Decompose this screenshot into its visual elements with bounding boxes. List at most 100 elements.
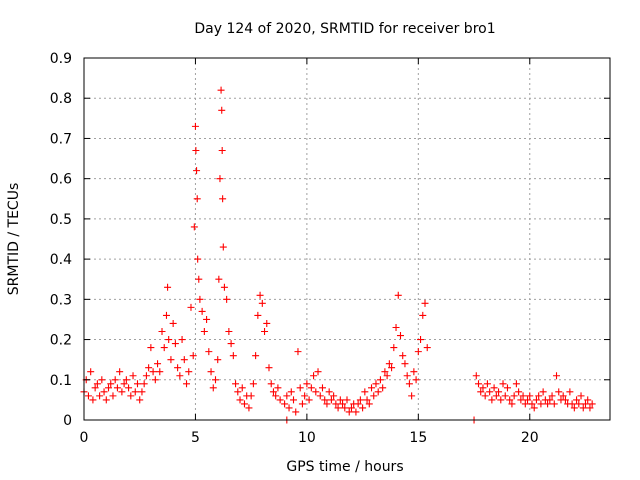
data-point bbox=[272, 392, 280, 400]
data-point bbox=[109, 392, 117, 400]
data-point bbox=[158, 328, 166, 336]
data-point bbox=[164, 283, 172, 291]
data-point bbox=[339, 400, 347, 408]
chart-grid bbox=[84, 58, 610, 420]
data-point bbox=[510, 392, 518, 400]
data-point bbox=[539, 388, 547, 396]
data-point bbox=[136, 396, 144, 404]
data-point bbox=[472, 372, 480, 380]
y-tick-label: 0.4 bbox=[50, 252, 72, 268]
data-point bbox=[588, 400, 596, 408]
data-point bbox=[354, 400, 362, 408]
data-point bbox=[225, 328, 233, 336]
data-point bbox=[190, 223, 198, 231]
data-point bbox=[89, 396, 97, 404]
data-point bbox=[561, 396, 569, 404]
data-point bbox=[312, 388, 320, 396]
data-point bbox=[530, 404, 538, 412]
data-point bbox=[120, 380, 128, 388]
x-axis-label: GPS time / hours bbox=[286, 459, 403, 475]
data-point bbox=[160, 344, 168, 352]
data-point bbox=[341, 404, 349, 412]
data-point bbox=[479, 384, 487, 392]
y-tick-label: 0.2 bbox=[50, 333, 72, 349]
data-point bbox=[495, 388, 503, 396]
data-point bbox=[401, 360, 409, 368]
data-point bbox=[546, 396, 554, 404]
data-point bbox=[116, 368, 124, 376]
data-point bbox=[392, 323, 400, 331]
data-point bbox=[198, 307, 206, 315]
data-point bbox=[303, 380, 311, 388]
data-point bbox=[524, 396, 532, 404]
data-point bbox=[149, 368, 157, 376]
data-point bbox=[296, 384, 304, 392]
y-tick-label: 0.5 bbox=[50, 212, 72, 228]
data-point bbox=[405, 380, 413, 388]
data-point bbox=[517, 396, 525, 404]
data-point bbox=[187, 303, 195, 311]
data-point bbox=[133, 380, 141, 388]
data-point bbox=[212, 376, 219, 384]
data-point bbox=[356, 396, 364, 404]
y-axis-label: SRMTID / TECUs bbox=[6, 183, 22, 296]
data-point bbox=[537, 400, 545, 408]
data-point bbox=[372, 380, 380, 388]
data-point bbox=[192, 147, 200, 155]
data-point bbox=[220, 283, 228, 291]
data-point bbox=[203, 315, 211, 323]
data-point bbox=[167, 356, 175, 364]
data-point bbox=[535, 392, 543, 400]
data-point bbox=[205, 348, 213, 356]
data-point bbox=[396, 332, 404, 340]
data-point bbox=[316, 392, 324, 400]
data-point bbox=[421, 299, 429, 307]
data-point bbox=[98, 376, 106, 384]
data-point bbox=[573, 396, 581, 404]
data-point bbox=[87, 368, 95, 376]
data-point bbox=[301, 392, 309, 400]
x-tick-label: 0 bbox=[80, 430, 89, 446]
data-point bbox=[586, 404, 594, 412]
data-point bbox=[376, 376, 384, 384]
data-point bbox=[385, 360, 393, 368]
data-point bbox=[497, 396, 505, 404]
data-points bbox=[80, 86, 596, 424]
data-point bbox=[218, 106, 226, 114]
data-point bbox=[359, 404, 367, 412]
data-point bbox=[548, 392, 556, 400]
data-point bbox=[185, 368, 193, 376]
data-point bbox=[84, 392, 92, 400]
data-point bbox=[419, 311, 427, 319]
data-point bbox=[475, 380, 482, 388]
data-point bbox=[486, 388, 494, 396]
x-tick-label: 20 bbox=[521, 430, 539, 446]
data-point bbox=[381, 368, 389, 376]
data-point bbox=[254, 311, 262, 319]
data-point bbox=[490, 384, 498, 392]
data-point bbox=[265, 364, 273, 372]
data-point bbox=[129, 372, 137, 380]
data-point bbox=[323, 400, 331, 408]
data-point bbox=[245, 404, 253, 412]
data-point bbox=[519, 392, 527, 400]
data-point bbox=[417, 336, 425, 344]
data-point bbox=[165, 336, 173, 344]
data-point bbox=[334, 404, 342, 412]
data-point bbox=[575, 400, 583, 408]
data-point bbox=[102, 396, 110, 404]
data-point bbox=[281, 400, 289, 408]
data-point bbox=[138, 388, 146, 396]
data-point bbox=[195, 275, 203, 283]
x-tick-label: 15 bbox=[409, 430, 427, 446]
data-point bbox=[477, 388, 485, 396]
x-tick-label: 5 bbox=[191, 430, 200, 446]
data-point bbox=[581, 400, 589, 408]
data-point bbox=[215, 275, 223, 283]
data-point bbox=[577, 392, 585, 400]
data-point bbox=[107, 380, 115, 388]
data-point bbox=[305, 396, 313, 404]
data-point bbox=[240, 400, 248, 408]
data-point bbox=[544, 400, 552, 408]
